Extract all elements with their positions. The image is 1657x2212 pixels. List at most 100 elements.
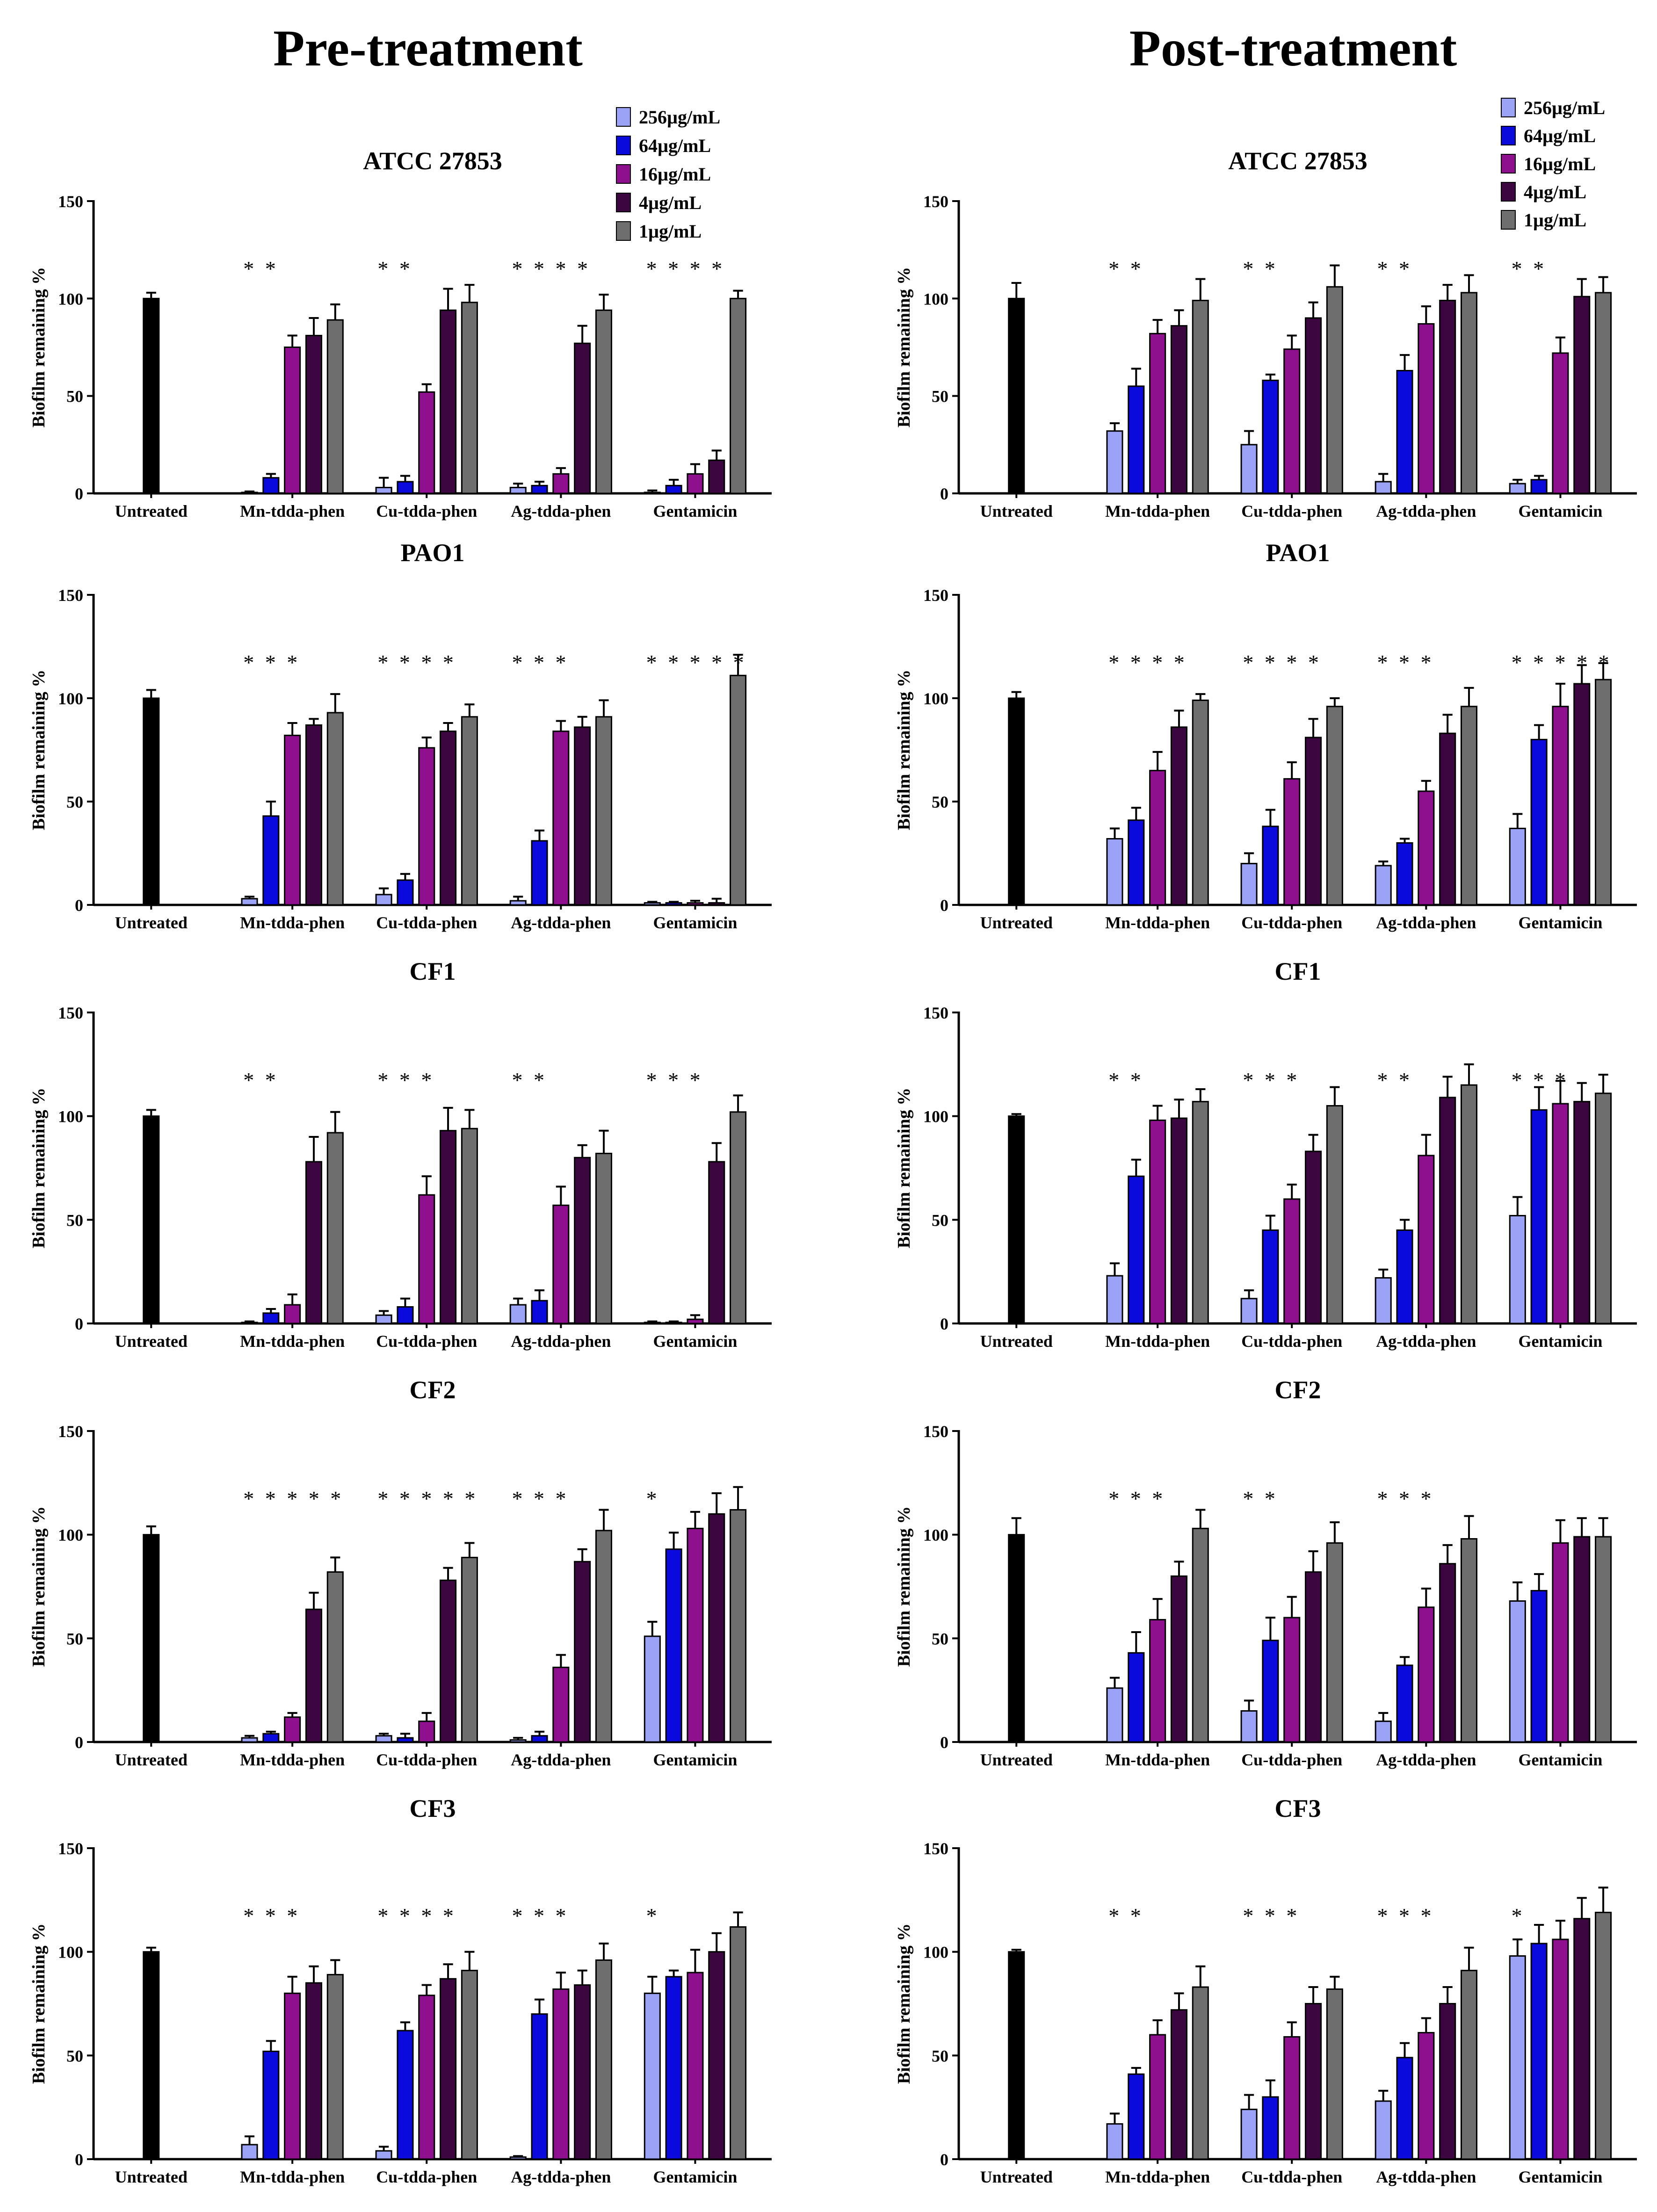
bar-3-0: [644, 902, 661, 906]
bar-3-3: [708, 459, 725, 494]
y-tick-label: 50: [932, 2046, 948, 2065]
bar-3-1: [1530, 479, 1548, 494]
x-tick-label: Gentamicin: [1518, 1750, 1602, 1769]
bar-1-2: [1283, 2036, 1301, 2160]
bar-0-0: [241, 1737, 258, 1743]
significance-stars: * * * * *: [243, 1487, 344, 1511]
x-tick-label: Mn-tdda-phen: [240, 502, 345, 520]
bar-2-3: [574, 1984, 591, 2160]
y-axis-label: Biofilm remaining %: [894, 1506, 914, 1667]
bar-3-3: [708, 902, 725, 906]
bar-1-3: [440, 1579, 457, 1743]
y-axis-label: Biofilm remaining %: [29, 1923, 49, 2084]
y-tick-label: 50: [66, 2046, 83, 2065]
x-tick-label: Cu-tdda-phen: [1241, 1332, 1342, 1351]
bar-2-4: [595, 309, 613, 494]
significance-stars: * * *: [243, 1904, 300, 1928]
bar-3-2: [1552, 1103, 1569, 1324]
chart-0: ATCC 27853 Biofilm remaining % 0 50 100 150 Un…: [29, 147, 772, 520]
bar-2-2: [552, 1988, 570, 2160]
bar-2-1: [531, 1735, 548, 1743]
bar-2-0: [509, 487, 527, 494]
bar-2-1: [531, 2013, 548, 2160]
bar-0-2: [1149, 333, 1166, 494]
bar-0-2: [284, 1304, 301, 1324]
x-tick-label: Mn-tdda-phen: [1105, 2168, 1210, 2186]
significance-stars: * * * * *: [377, 1487, 478, 1511]
significance-stars: * *: [1243, 1487, 1278, 1511]
x-tick-label: Untreated: [115, 1750, 188, 1769]
bar-0-4: [326, 319, 344, 494]
bar-3-2: [687, 1972, 704, 2160]
bar-3-1: [665, 1976, 682, 2160]
bar-2-1: [1396, 842, 1413, 906]
bar-0-2: [1149, 1120, 1166, 1324]
bar-1-4: [1326, 706, 1343, 906]
bar-1-2: [418, 1720, 435, 1743]
x-tick-label: Gentamicin: [1518, 913, 1602, 932]
bar-3-0: [644, 492, 661, 494]
bar-3-2: [687, 473, 704, 494]
bar-1-3: [1305, 737, 1322, 906]
bar-1-4: [1326, 1105, 1343, 1324]
bar-1-2: [1283, 778, 1301, 906]
x-tick-label: Untreated: [980, 1750, 1053, 1769]
x-tick-label: Cu-tdda-phen: [376, 2168, 477, 2186]
significance-stars: * * *: [646, 1068, 703, 1092]
bar-3-3: [708, 1951, 725, 2160]
y-tick-label: 150: [58, 1422, 83, 1441]
chart-4: CF1 Biofilm remaining % 0 50 100 150 Untreated…: [29, 957, 772, 1351]
significance-stars: * * * *: [377, 1904, 456, 1928]
y-tick-label: 0: [940, 896, 948, 915]
y-tick-label: 150: [923, 1422, 948, 1441]
bar-2-0: [1375, 1720, 1392, 1743]
chart-6: CF2 Biofilm remaining % 0 50 100 150 Untreated…: [29, 1376, 772, 1769]
bar-2-4: [1460, 1084, 1478, 1324]
bar-3-1: [665, 1548, 682, 1743]
bar-0-1: [262, 1733, 280, 1743]
bar-untreated: [1008, 1534, 1025, 1743]
y-tick-label: 0: [75, 896, 83, 915]
x-tick-label: Mn-tdda-phen: [240, 1750, 345, 1769]
bar-untreated: [143, 1534, 160, 1743]
bar-0-0: [1106, 430, 1123, 494]
bar-3-4: [730, 674, 747, 906]
legend-swatch-post-1: [1501, 126, 1516, 145]
bar-0-1: [1128, 819, 1145, 906]
bar-1-4: [1326, 286, 1343, 494]
bar-2-3: [1439, 1563, 1456, 1743]
chart-title: ATCC 27853: [363, 147, 502, 175]
bar-2-3: [1439, 732, 1456, 906]
x-tick-label: Ag-tdda-phen: [511, 2168, 611, 2186]
x-tick-label: Gentamicin: [653, 913, 737, 932]
x-tick-label: Ag-tdda-phen: [511, 1750, 611, 1769]
x-tick-label: Untreated: [980, 1332, 1053, 1351]
bar-1-0: [1240, 863, 1258, 906]
bar-2-4: [1460, 1538, 1478, 1743]
bar-0-4: [326, 1132, 344, 1324]
bar-2-0: [1375, 481, 1392, 494]
bar-2-0: [1375, 865, 1392, 906]
significance-stars: * *: [243, 257, 279, 281]
bar-1-1: [397, 1737, 414, 1743]
x-tick-label: Cu-tdda-phen: [1241, 1750, 1342, 1769]
pre-treatment-title: Pre-treatment: [273, 20, 583, 77]
x-tick-label: Mn-tdda-phen: [240, 1332, 345, 1351]
significance-stars: * * *: [1512, 1068, 1569, 1092]
bar-2-3: [1439, 2003, 1456, 2160]
bar-0-2: [284, 735, 301, 906]
bar-1-1: [1262, 825, 1279, 906]
bar-3-4: [1595, 1092, 1612, 1324]
x-tick-label: Untreated: [115, 502, 188, 520]
x-tick-label: Mn-tdda-phen: [1105, 913, 1210, 932]
bar-3-4: [730, 1509, 747, 1743]
y-tick-label: 100: [58, 689, 83, 708]
bar-0-2: [284, 1992, 301, 2160]
bar-0-2: [1149, 2034, 1166, 2160]
y-tick-label: 0: [940, 1315, 948, 1333]
bar-3-4: [730, 297, 747, 494]
significance-stars: * *: [1108, 1904, 1144, 1928]
bar-1-3: [1305, 317, 1322, 494]
legend-swatch-pre-1: [616, 136, 631, 155]
